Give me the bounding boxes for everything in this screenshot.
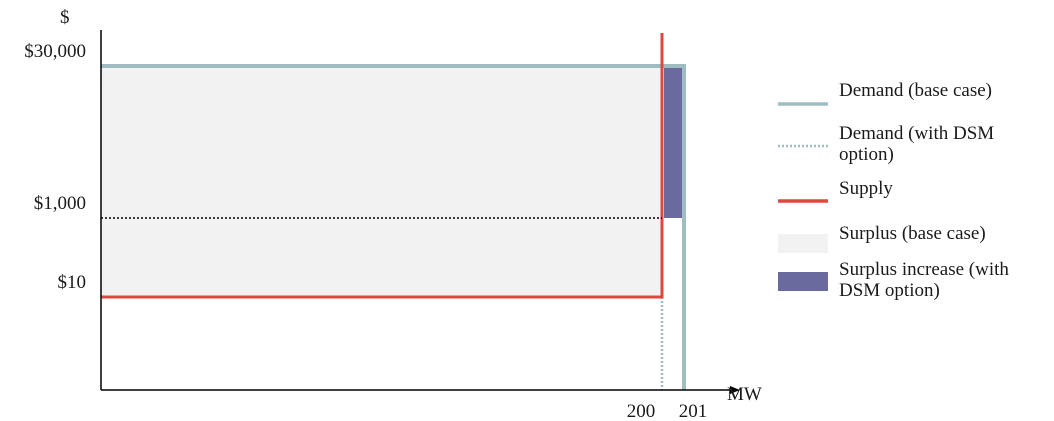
surplus-increase-area [664, 68, 682, 218]
legend-label: Supply [839, 178, 893, 199]
legend-item: Demand (base case) [778, 80, 992, 106]
legend: Demand (base case) Demand (with DSMoption… [778, 80, 1009, 301]
y-tick-label: $10 [58, 272, 87, 293]
tick-labels: $ MW $30,000 $1,000 $10 200 201 [24, 7, 762, 421]
x-tick-label: 200 [627, 401, 656, 421]
demand-base-line [101, 64, 686, 390]
surplus-areas [101, 66, 682, 297]
supply-line [101, 33, 664, 299]
legend-item: Supply [778, 178, 893, 203]
y-tick-label: $1,000 [34, 193, 86, 214]
series-lines [101, 33, 686, 390]
surplus-base-area [101, 66, 662, 297]
x-axis-arrow [730, 386, 740, 394]
y-tick-label: $30,000 [24, 41, 86, 62]
legend-label: Surplus (base case) [839, 223, 986, 244]
x-axis-label: MW [727, 384, 762, 405]
legend-label: option) [839, 144, 894, 165]
legend-label: DSM option) [839, 280, 940, 301]
legend-swatch [778, 272, 828, 291]
legend-label: Surplus increase (with [839, 259, 1009, 280]
legend-item: Surplus (base case) [778, 223, 986, 253]
legend-swatch [778, 234, 828, 253]
axes [100, 30, 740, 394]
legend-label: Demand (with DSM [839, 123, 994, 144]
y-axis-label: $ [60, 7, 70, 28]
x-tick-label: 201 [679, 401, 708, 421]
legend-label: Demand (base case) [839, 80, 992, 101]
